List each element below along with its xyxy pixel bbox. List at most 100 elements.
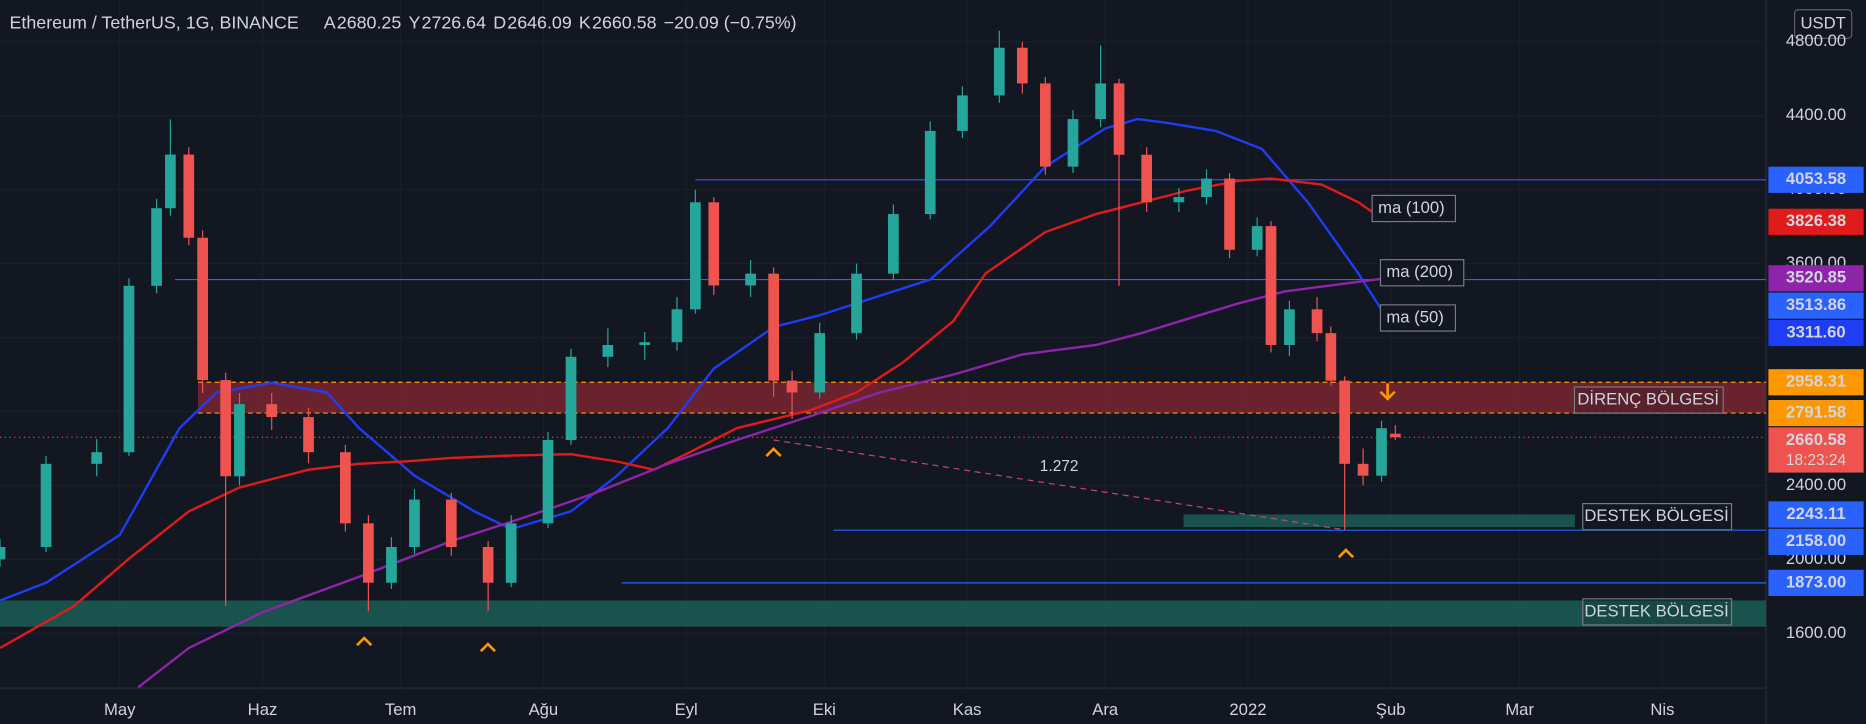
- candle-body: [445, 499, 457, 548]
- ohlc-key: Y: [408, 13, 420, 33]
- ma-line: [0, 117, 1388, 602]
- candle-body: [1376, 428, 1387, 476]
- candle-body: [482, 547, 494, 583]
- price-tag: [1768, 292, 1864, 319]
- candle-body: [1113, 83, 1125, 155]
- ohlc-header: A 2680.25 Y 2726.64 D 2646.09 K 2660.58 −20.09 (…: [324, 13, 797, 33]
- candle-body: [183, 154, 195, 238]
- ma-label-box: [1371, 194, 1457, 223]
- ma-label: ma (200): [1386, 262, 1453, 281]
- caret: [1337, 548, 1355, 559]
- candle-body: [639, 342, 651, 345]
- candle-body: [565, 356, 577, 440]
- ma-label-box: [1379, 259, 1465, 287]
- zone-label: DESTEK BÖLGESİ: [1584, 506, 1728, 525]
- candle-body: [165, 154, 176, 209]
- plot: 1.272 DİRENÇ BÖLGESİ DESTEK BÖLGESİ DESTEK …: [0, 30, 1767, 689]
- zone-label: DESTEK BÖLGESİ: [1584, 601, 1728, 620]
- x-tick-label: Haz: [248, 700, 278, 719]
- price-tag: [1768, 399, 1864, 427]
- candle-body: [409, 499, 420, 548]
- candle-body: [1284, 309, 1295, 345]
- fib-label: 1.272: [1040, 458, 1079, 475]
- zone-label-box: [1573, 386, 1724, 414]
- ma-line: [137, 277, 1387, 689]
- candle-body: [671, 309, 683, 343]
- ohlc-value: 2726.64: [422, 13, 487, 33]
- candle-body: [40, 463, 52, 548]
- price-tag: [1768, 569, 1864, 596]
- y-tick-label: 4800.00: [1786, 31, 1846, 50]
- candle-body: [745, 273, 756, 286]
- price-tag: [1768, 208, 1864, 235]
- price-tag-label: 3826.38: [1786, 211, 1846, 230]
- candle-body: [197, 237, 208, 381]
- candle-body: [542, 439, 554, 524]
- candle-body: [1224, 178, 1235, 250]
- symbol-title: Ethereum / TetherUS, 1G, BINANCE: [10, 13, 299, 33]
- ohlc-value: 2646.09: [507, 13, 572, 33]
- ohlc-key: K: [579, 13, 591, 33]
- candle-body: [91, 452, 103, 464]
- x-tick-label: Şub: [1376, 700, 1406, 719]
- candle-body: [220, 380, 232, 477]
- x-tick-label: Eki: [813, 700, 836, 719]
- candle-body: [0, 547, 6, 560]
- candle-body: [924, 130, 936, 215]
- price-tag-label: 2958.31: [1786, 372, 1846, 391]
- zone: [0, 600, 1767, 627]
- x-tick-label: May: [104, 700, 136, 719]
- candle-body: [957, 95, 968, 131]
- ma-label: ma (50): [1386, 307, 1443, 326]
- candle-body: [888, 214, 899, 274]
- candle-body: [266, 404, 278, 418]
- price-tag: [1768, 427, 1864, 473]
- price-tag-label: 3520.85: [1786, 268, 1846, 287]
- zone: [198, 382, 1767, 414]
- x-tick-label: Kas: [953, 700, 982, 719]
- arrow: [1379, 390, 1396, 401]
- zone-label: DİRENÇ BÖLGESİ: [1577, 389, 1719, 408]
- caret: [479, 642, 496, 653]
- price-tag: [1768, 369, 1864, 396]
- candle-body: [1016, 47, 1028, 84]
- price-tag-label: 2243.11: [1786, 504, 1845, 523]
- price-tag-label: 2660.58: [1786, 430, 1846, 449]
- candle-body: [505, 523, 517, 583]
- countdown: 18:23:24: [1786, 452, 1847, 469]
- change: −20.09 (−0.75%): [664, 13, 797, 33]
- price-tag-label: 4053.58: [1786, 169, 1846, 188]
- candle-body: [1201, 178, 1212, 198]
- candle-body: [1067, 119, 1079, 167]
- currency: USDT: [1800, 13, 1845, 32]
- ma-label: ma (100): [1378, 198, 1445, 217]
- price-tag: [1768, 265, 1864, 292]
- candle-body: [602, 344, 614, 357]
- price-tag: [1768, 501, 1864, 528]
- candle-body: [386, 547, 397, 583]
- candle-body: [1173, 197, 1185, 203]
- zone-label-box: [1582, 598, 1733, 626]
- caret: [356, 636, 373, 647]
- ohlc-value: 2660.58: [592, 13, 657, 33]
- candle-body: [851, 273, 862, 334]
- candle-body: [363, 523, 374, 583]
- caret: [765, 447, 782, 457]
- x-tick-label: Ağu: [529, 700, 559, 719]
- candle-body: [1311, 309, 1323, 334]
- price-tag: [1768, 319, 1864, 347]
- candle-body: [1039, 83, 1051, 167]
- candle-body: [1251, 226, 1263, 250]
- ohlc-key: A: [324, 13, 336, 33]
- candle-body: [1095, 83, 1106, 120]
- x-tick-label: Mar: [1505, 700, 1534, 719]
- candle-body: [303, 417, 314, 453]
- price-tag-label: 2791.58: [1786, 402, 1846, 421]
- candle-body: [690, 202, 701, 310]
- zone: [1183, 514, 1575, 528]
- candle-body: [708, 202, 720, 286]
- candle-body: [1265, 226, 1277, 345]
- candle-body: [1357, 463, 1369, 476]
- y-tick-label: 1600.00: [1786, 623, 1846, 642]
